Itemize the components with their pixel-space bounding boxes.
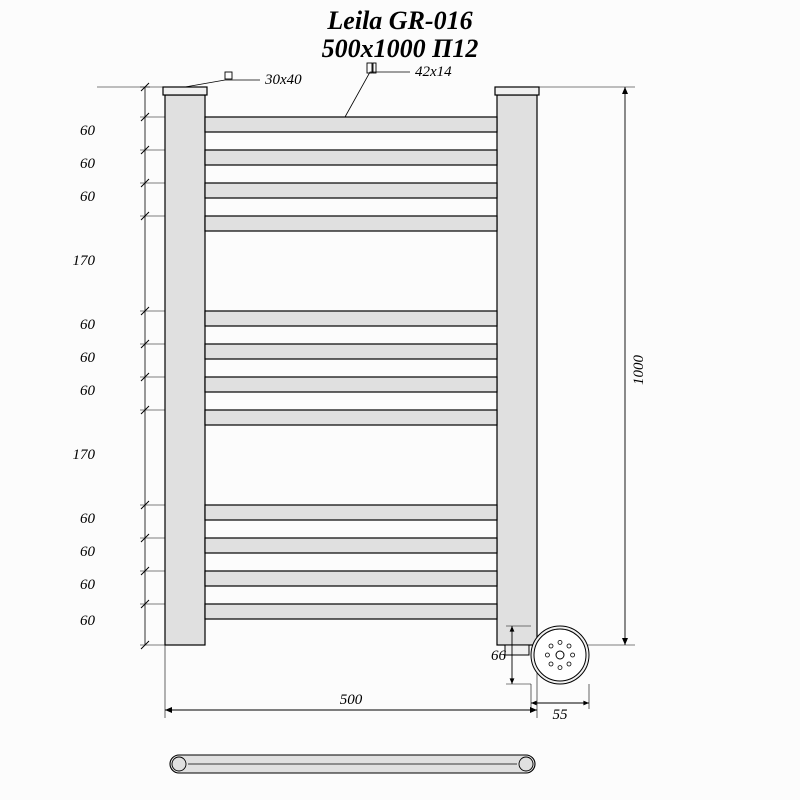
spacing-label: 170: [73, 447, 96, 463]
spacing-label: 60: [80, 511, 96, 527]
svg-text:30x40: 30x40: [264, 72, 302, 88]
spacing-label: 60: [80, 156, 96, 172]
spacing-label: 60: [80, 350, 96, 366]
spacing-label: 60: [80, 544, 96, 560]
spacing-label: 60: [80, 123, 96, 139]
technical-drawing: 60 60 60 170 60 60 60 170 60 60 60 60 30x40 42x14 1000…: [0, 0, 800, 800]
spacing-label: 60: [80, 613, 96, 629]
svg-text:66: 66: [491, 648, 507, 664]
svg-text:500: 500: [340, 692, 363, 708]
spacing-label: 60: [80, 189, 96, 205]
spacing-label: 60: [80, 383, 96, 399]
spacing-label: 60: [80, 317, 96, 333]
svg-text:55: 55: [553, 707, 569, 723]
spacing-label: 60: [80, 577, 96, 593]
svg-text:42x14: 42x14: [415, 64, 452, 80]
svg-text:1000: 1000: [631, 355, 647, 386]
spacing-label: 170: [73, 253, 96, 269]
